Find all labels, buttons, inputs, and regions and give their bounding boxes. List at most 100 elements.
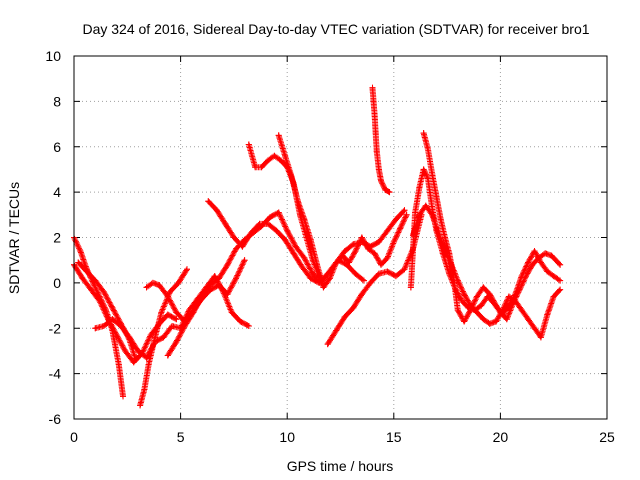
data-point (220, 288, 227, 295)
data-point (183, 266, 190, 273)
data-point (173, 309, 180, 316)
data-point (316, 279, 323, 286)
data-point (375, 270, 382, 277)
series-track-n (420, 130, 564, 325)
data-point (461, 291, 468, 298)
data-point (139, 350, 146, 357)
data-point (531, 325, 538, 332)
sdtvar-scatter-markers (71, 84, 564, 409)
data-point (275, 209, 282, 216)
data-point (478, 302, 485, 309)
data-point (448, 261, 455, 268)
data-point (339, 252, 346, 259)
y-tick-label: 10 (45, 48, 61, 64)
data-point (384, 254, 391, 261)
data-point (378, 261, 385, 268)
data-point (369, 84, 376, 91)
data-point (324, 270, 331, 277)
data-point (198, 293, 205, 300)
data-point (505, 302, 512, 309)
data-point (518, 273, 525, 280)
data-point (88, 286, 95, 293)
axes (73, 55, 608, 420)
data-point (367, 279, 374, 286)
data-point (461, 318, 468, 325)
data-point (175, 279, 182, 286)
data-point (557, 261, 564, 268)
x-tick-label: 20 (493, 429, 509, 445)
data-point (158, 309, 165, 316)
data-point (205, 198, 212, 205)
data-point (309, 270, 316, 277)
data-point (247, 229, 254, 236)
data-point (535, 254, 542, 261)
data-point (320, 284, 327, 291)
data-point (409, 232, 416, 239)
data-point (550, 293, 557, 300)
data-point (378, 177, 385, 184)
data-point (100, 288, 107, 295)
data-point (301, 216, 308, 223)
chart-title: Day 324 of 2016, Sidereal Day-to-day VTE… (82, 21, 589, 37)
data-point (375, 239, 382, 246)
data-point (96, 293, 103, 300)
series-track-e (137, 266, 190, 409)
data-point (207, 282, 214, 289)
data-point (441, 248, 448, 255)
data-point (341, 248, 348, 255)
data-point (141, 386, 148, 393)
data-point (537, 259, 544, 266)
data-point (258, 164, 265, 171)
data-point (454, 307, 461, 314)
data-point (149, 279, 156, 286)
data-point (352, 270, 359, 277)
grid-lines (74, 56, 607, 419)
data-point (375, 166, 382, 173)
data-point (109, 327, 116, 334)
data-point (454, 277, 461, 284)
data-point (92, 325, 99, 332)
data-point (120, 393, 127, 400)
data-point (316, 273, 323, 280)
data-point (137, 402, 144, 409)
data-point (525, 316, 532, 323)
data-point (284, 227, 291, 234)
data-point (401, 266, 408, 273)
data-point (224, 261, 231, 268)
data-point (370, 98, 377, 105)
data-point (557, 286, 564, 293)
series-track-k (324, 211, 425, 348)
data-point (241, 257, 248, 264)
data-point (486, 320, 493, 327)
data-point (384, 268, 391, 275)
y-tick-label: 0 (53, 275, 61, 291)
data-point (233, 275, 240, 282)
data-point (371, 250, 378, 257)
data-point (542, 250, 549, 257)
series-track-g (164, 209, 367, 359)
data-point (277, 157, 284, 164)
data-point (346, 259, 353, 266)
y-tick-label: 6 (53, 139, 61, 155)
data-point (544, 311, 551, 318)
data-point (384, 227, 391, 234)
data-point (134, 347, 141, 354)
data-point (450, 273, 457, 280)
data-point (493, 302, 500, 309)
data-point (424, 175, 431, 182)
y-tick-label: -4 (49, 366, 62, 382)
data-point (145, 361, 152, 368)
data-point (416, 211, 423, 218)
data-point (152, 334, 159, 341)
data-point (307, 275, 314, 282)
data-point (117, 322, 124, 329)
data-point (252, 164, 259, 171)
data-point (230, 234, 237, 241)
data-point (512, 298, 519, 305)
data-point (237, 318, 244, 325)
data-point (326, 275, 333, 282)
data-point (525, 259, 532, 266)
data-point (350, 304, 357, 311)
data-point (307, 236, 314, 243)
